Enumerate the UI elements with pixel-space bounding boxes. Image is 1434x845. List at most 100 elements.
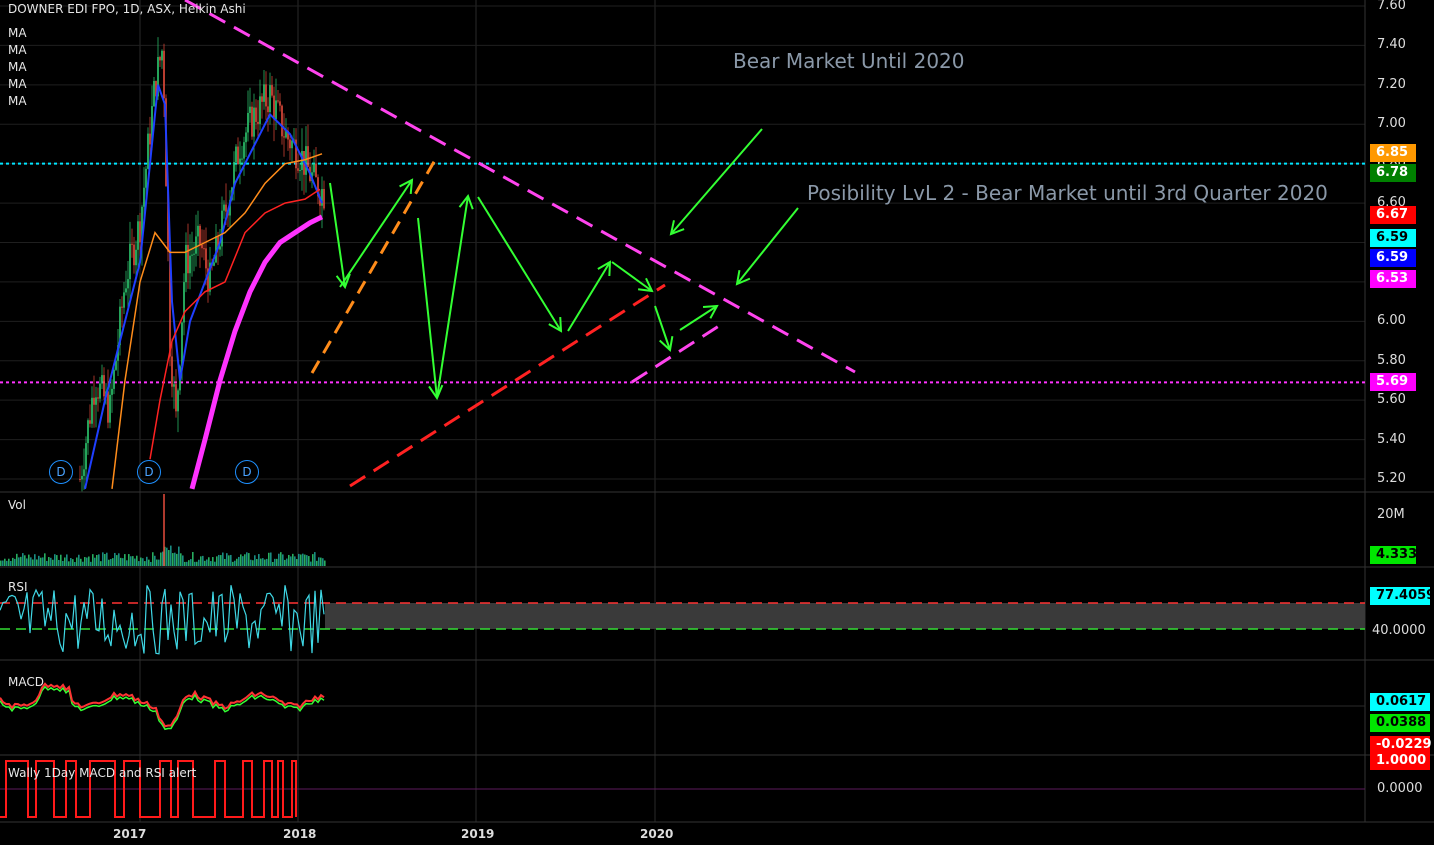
candle-body [201, 244, 203, 249]
volume-bar [246, 552, 248, 566]
candle-body [305, 146, 307, 175]
volume-bar [210, 561, 212, 566]
candle-body [281, 105, 283, 137]
candle-body [229, 199, 231, 216]
volume-bar [258, 554, 260, 566]
volume-bar [308, 556, 310, 566]
volume-tag: 4.333M [1370, 546, 1430, 564]
volume-bar [14, 558, 16, 566]
volume-bar [92, 554, 94, 566]
volume-bar [222, 552, 224, 566]
volume-bar [158, 559, 160, 566]
candle-body [297, 168, 299, 171]
volume-bar [180, 553, 182, 566]
candle-body [163, 50, 165, 99]
candle-body [167, 186, 169, 252]
volume-bar [218, 554, 220, 566]
candle-body [223, 204, 225, 211]
volume-bar [84, 557, 86, 566]
candle-body [185, 244, 187, 283]
volume-bar [122, 558, 124, 566]
ma-red [149, 188, 321, 460]
volume-bar [104, 554, 106, 566]
volume-bar [18, 557, 20, 566]
volume-bar [250, 559, 252, 566]
volume-bar [56, 555, 58, 566]
volume-bar [108, 559, 110, 566]
volume-bar [128, 554, 130, 566]
ma-orange [111, 153, 323, 489]
candle-body [157, 57, 159, 97]
volume-bar [66, 554, 68, 566]
candle-body [319, 196, 321, 206]
candle-body [133, 244, 135, 266]
dividend-badge-2[interactable]: D [137, 460, 161, 484]
macd-tag-1: 0.0388 [1370, 714, 1430, 732]
volume-bar [100, 561, 102, 566]
arrow-9-head [702, 304, 719, 319]
arrow-2-head [399, 178, 414, 195]
arrow-11-head [735, 270, 751, 286]
volume-bar [226, 553, 228, 566]
volume-bar [230, 554, 232, 566]
candle-body [321, 188, 323, 206]
dividend-badge-1[interactable]: D [49, 460, 73, 484]
volume-bar [186, 561, 188, 566]
candle-body [307, 146, 309, 167]
candle-body [99, 383, 101, 399]
volume-bar [276, 558, 278, 566]
candle-body [149, 133, 151, 145]
volume-bar [106, 552, 108, 566]
dividend-badge-3[interactable]: D [235, 460, 259, 484]
wally-pane-title: Wally 1Day MACD and RSI alert [8, 766, 197, 780]
annotation-possibility: Posibility LvL 2 - Bear Market until 3rd… [807, 181, 1328, 205]
volume-bar [204, 560, 206, 566]
candle-body [173, 384, 175, 387]
arrow-9 [679, 305, 718, 331]
volume-bar [282, 554, 284, 566]
volume-bar [70, 558, 72, 566]
volume-bar [236, 558, 238, 566]
candle-body [89, 420, 91, 424]
ma-label-1: MA [8, 26, 27, 40]
volume-bar [208, 557, 210, 566]
candle-body [209, 262, 211, 292]
volume-bar [78, 554, 80, 566]
volume-bar [142, 558, 144, 566]
volume-bar [294, 556, 296, 566]
candle-body [81, 475, 83, 480]
candle-body [135, 249, 137, 266]
volume-bar [20, 556, 22, 566]
volume-bar [144, 561, 146, 566]
volume-bar [148, 559, 150, 566]
rsi-tick: 40.0000 [1372, 623, 1426, 638]
arrow-3 [417, 217, 438, 399]
volume-bar [224, 558, 226, 566]
candle-body [171, 356, 173, 387]
candle-body [131, 243, 133, 245]
candle-body [253, 107, 255, 137]
time-tick-0: 2017 [113, 827, 147, 841]
volume-bar [146, 556, 148, 566]
candle-body [145, 168, 147, 188]
price-tag-1: 6.78 [1370, 164, 1416, 182]
volume-bar [248, 553, 250, 566]
volume-bar [162, 551, 164, 566]
ma-label-3: MA [8, 60, 27, 74]
price-tag-6: 5.69 [1370, 373, 1416, 391]
volume-bar [62, 560, 64, 566]
candle-body [189, 255, 191, 274]
volume-bar [174, 552, 176, 566]
volume-bar [296, 559, 298, 566]
volume-bar [0, 560, 2, 566]
arrow-7-head [637, 277, 654, 293]
volume-bar [96, 554, 98, 566]
candle-body [263, 84, 265, 102]
candle-body [245, 132, 247, 143]
volume-bar [284, 559, 286, 566]
candle-body [85, 443, 87, 470]
rsi-pane-title: RSI [8, 580, 28, 594]
candle-body [91, 397, 93, 424]
volume-bar [298, 553, 300, 566]
